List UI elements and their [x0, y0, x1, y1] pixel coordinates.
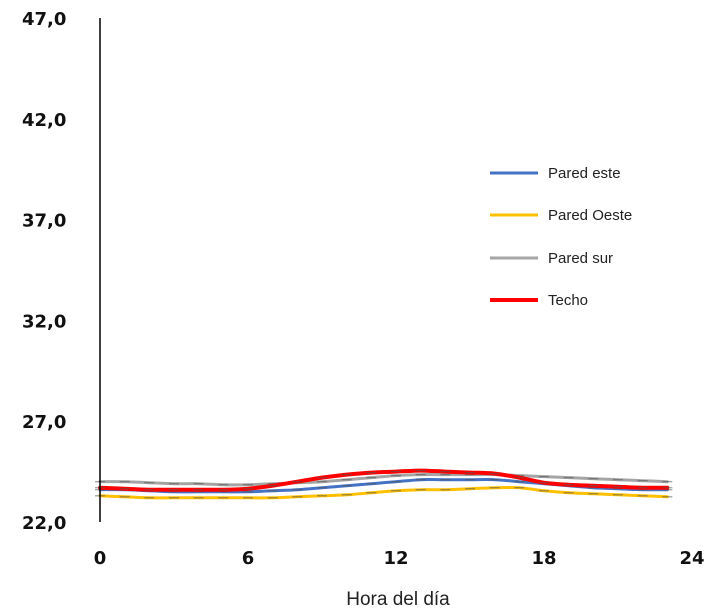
- legend-label-pared-este: Pared este: [548, 165, 621, 182]
- x-tick-label: 24: [679, 548, 704, 569]
- legend-label-techo: Techo: [548, 292, 588, 309]
- y-tick-label: 47,0: [22, 9, 66, 30]
- legend: Pared este Pared Oeste Pared sur Techo: [490, 165, 632, 309]
- y-tick-label: 27,0: [22, 412, 66, 433]
- legend-label-pared-oeste: Pared Oeste: [548, 207, 632, 224]
- legend-label-pared-sur: Pared sur: [548, 250, 613, 267]
- x-tick-label: 18: [531, 548, 556, 569]
- y-tick-labels: 22,0 27,0 32,0 37,0 42,0 47,0: [22, 9, 66, 534]
- x-axis-label: Hora del día: [346, 589, 450, 610]
- x-tick-label: 6: [242, 548, 255, 569]
- series-layer: [95, 468, 673, 500]
- series-line-techo: [98, 468, 670, 492]
- x-tick-label: 0: [94, 548, 107, 569]
- y-tick-label: 42,0: [22, 110, 66, 131]
- x-tick-labels: 0 6 12 18 24: [94, 548, 705, 569]
- y-tick-label: 22,0: [22, 513, 66, 534]
- y-tick-label: 37,0: [22, 211, 66, 232]
- y-tick-label: 32,0: [22, 311, 66, 332]
- x-tick-label: 12: [383, 548, 408, 569]
